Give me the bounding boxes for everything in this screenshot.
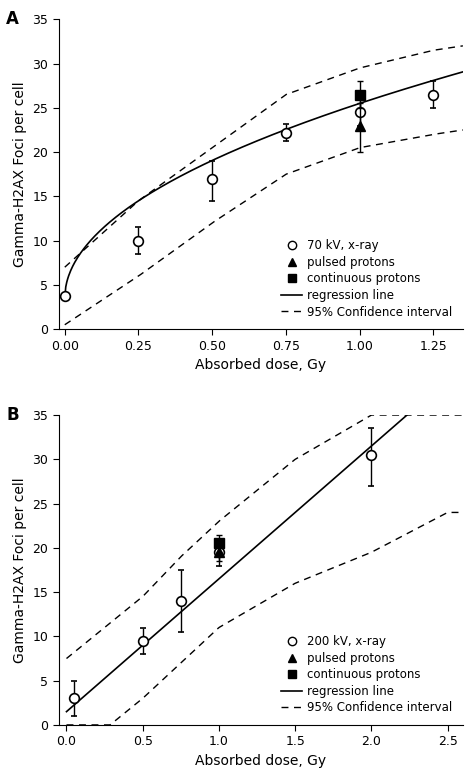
X-axis label: Absorbed dose, Gy: Absorbed dose, Gy <box>195 754 327 768</box>
Y-axis label: Gamma-H2AX Foci per cell: Gamma-H2AX Foci per cell <box>13 478 27 663</box>
Legend: 200 kV, x-ray, pulsed protons, continuous protons, regression line, 95% Confiden: 200 kV, x-ray, pulsed protons, continuou… <box>276 630 457 719</box>
Text: B: B <box>6 406 19 424</box>
X-axis label: Absorbed dose, Gy: Absorbed dose, Gy <box>195 358 327 372</box>
Y-axis label: Gamma-H2AX Foci per cell: Gamma-H2AX Foci per cell <box>13 82 27 267</box>
Text: A: A <box>6 10 19 28</box>
Legend: 70 kV, x-ray, pulsed protons, continuous protons, regression line, 95% Confidenc: 70 kV, x-ray, pulsed protons, continuous… <box>276 234 457 323</box>
